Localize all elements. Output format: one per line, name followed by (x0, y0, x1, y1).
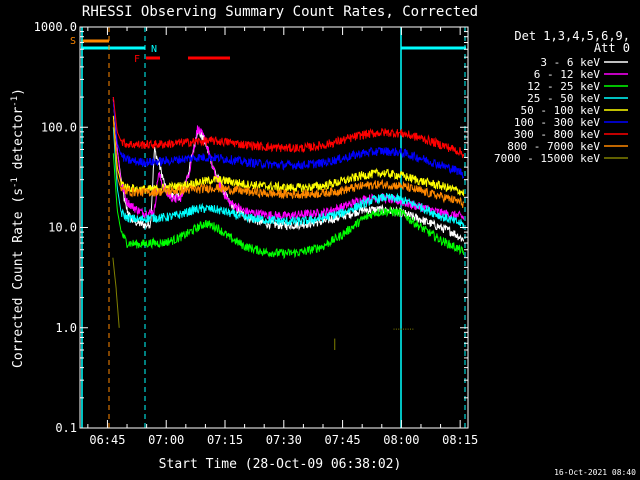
sparse-point (395, 328, 397, 330)
series-line-3 (112, 127, 465, 229)
y-tick-label-0: 0.1 (55, 421, 77, 435)
series-line-2 (112, 153, 465, 260)
legend-label-3: 25 - 50 keV (527, 92, 600, 105)
y-tick-label-3: 100.0 (41, 120, 77, 134)
annotation-s: S (70, 36, 76, 47)
legend-label-6: 300 - 800 keV (514, 128, 600, 141)
y-tick-label-4: 1000.0 (34, 20, 77, 34)
legend-title-line1: Det 1,3,4,5,6,9, (514, 29, 630, 43)
legend-label-0: 3 - 6 keV (540, 56, 600, 69)
sparse-point (412, 328, 414, 330)
series-line-8 (112, 257, 120, 328)
sparse-point (393, 328, 395, 330)
sparse-point (409, 328, 411, 330)
legend-label-4: 50 - 100 keV (521, 104, 601, 117)
series-line-1 (112, 97, 465, 221)
sparse-point (402, 328, 404, 330)
series-line-5 (112, 101, 465, 180)
y-tick-label-1: 1.0 (55, 321, 77, 335)
x-tick-label-4: 07:45 (325, 433, 361, 447)
status-bars: S NF (70, 36, 466, 65)
legend-label-1: 6 - 12 keV (534, 68, 601, 81)
footer-date: 16-Oct-2021 08:40 (554, 468, 636, 477)
y-tick-label-2: 10.0 (48, 221, 77, 235)
x-axis-label: Start Time (28-Oct-09 06:38:02) (159, 457, 402, 472)
y-axis: 0.1 1.0 10.0 100.0 1000.0 (34, 20, 468, 435)
legend-label-7: 800 - 7000 keV (507, 140, 600, 153)
annotation-n: N (151, 44, 157, 55)
x-axis: 06:45 07:00 07:15 07:30 07:45 08:00 08:15 (87, 27, 478, 447)
legend-label-5: 100 - 300 keV (514, 116, 600, 129)
x-tick-label-5: 08:00 (383, 433, 419, 447)
y-axis-label: Corrected Count Rate (s-1 detector-1) (10, 88, 26, 368)
sparse-point (398, 328, 400, 330)
x-tick-label-0: 06:45 (89, 433, 125, 447)
legend-label-8: 7000 - 15000 keV (494, 152, 600, 165)
chart-title: RHESSI Observing Summary Count Rates, Co… (82, 4, 478, 20)
legend-title-line2: Att 0 (594, 41, 630, 55)
legend-label-2: 12 - 25 keV (527, 80, 600, 93)
series-layer (112, 97, 465, 350)
x-tick-label-3: 07:30 (266, 433, 302, 447)
x-tick-label-2: 07:15 (207, 433, 243, 447)
series-line-6 (112, 97, 465, 159)
sparse-point (405, 328, 407, 330)
x-tick-label-6: 08:15 (442, 433, 478, 447)
sparse-point (400, 328, 402, 330)
sparse-point (407, 328, 409, 330)
series-line-7 (112, 119, 465, 208)
annotation-f: F (134, 54, 140, 65)
x-tick-label-1: 07:00 (148, 433, 184, 447)
